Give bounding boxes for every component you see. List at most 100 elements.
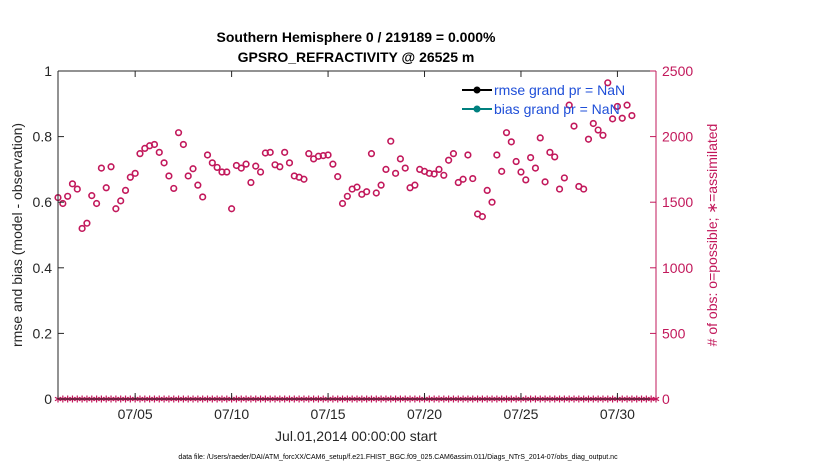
obs-possible-point <box>338 199 347 208</box>
obs-possible-point <box>343 192 351 200</box>
obs-possible-point <box>372 189 380 197</box>
data-file-footer: data file: /Users/raeder/DAI/ATM_forcXX/… <box>178 454 618 461</box>
chart-subtitle: GPSRO_REFRACTIVITY @ 26525 m <box>238 49 475 65</box>
obs-possible-point <box>121 186 130 194</box>
plot-background <box>58 71 656 399</box>
obs-possible-point <box>112 205 120 213</box>
obs-possible-point <box>493 151 501 159</box>
obs-possible-point <box>102 184 110 192</box>
obs-possible-point <box>396 155 405 163</box>
obs-possible-point <box>150 140 159 149</box>
obs-possible-point <box>305 150 313 158</box>
obs-possible-point <box>391 169 400 177</box>
x-axis-label: Jul.01,2014 00:00:00 start <box>275 428 437 444</box>
x-tick-label: 07/25 <box>503 406 538 422</box>
obs-possible-point <box>449 150 458 158</box>
legend-bias-marker <box>473 105 481 113</box>
obs-possible-point <box>174 129 183 137</box>
obs-possible-point <box>527 153 535 162</box>
obs-possible-point <box>618 114 626 122</box>
obs-possible-point <box>189 165 197 173</box>
obs-possible-point <box>194 181 202 189</box>
obs-possible-point <box>353 183 361 191</box>
obs-possible-point <box>488 198 496 206</box>
obs-possible-point <box>536 134 544 142</box>
obs-possible-point <box>517 168 525 176</box>
obs-possible-point <box>170 184 178 193</box>
obs-possible-point <box>213 163 221 172</box>
obs-possible-point <box>580 185 588 193</box>
x-tick-label: 07/10 <box>214 406 249 422</box>
obs-possible-point <box>628 112 636 120</box>
obs-possible-point <box>367 150 376 158</box>
obs-possible-point <box>604 79 612 87</box>
obs-possible-point <box>565 101 573 109</box>
y2-tick-label: 500 <box>662 325 686 341</box>
obs-possible-point <box>589 119 597 128</box>
obs-possible-point <box>73 185 81 193</box>
obs-possible-point <box>440 171 448 179</box>
obs-possible-point <box>445 156 453 164</box>
obs-possible-point <box>387 137 395 145</box>
obs-possible-point <box>555 185 564 193</box>
obs-possible-point <box>401 164 409 172</box>
obs-possible-point <box>594 126 602 134</box>
obs-possible-point <box>184 172 192 180</box>
obs-possible-point <box>570 122 578 130</box>
obs-possible-point <box>411 181 419 189</box>
chart-title: Southern Hemisphere 0 / 219189 = 0.000% <box>217 29 497 45</box>
y2-tick-label: 0 <box>662 391 670 407</box>
obs-possible-point <box>228 205 236 213</box>
obs-possible-point <box>478 213 486 221</box>
obs-possible-point <box>208 159 216 167</box>
obs-possible-point <box>435 165 443 173</box>
obs-possible-point <box>377 181 385 189</box>
obs-possible-point <box>324 151 332 159</box>
obs-possible-point <box>382 165 390 173</box>
obs-possible-point <box>131 169 139 177</box>
obs-possible-point <box>136 150 144 158</box>
obs-possible-point <box>512 157 520 166</box>
obs-possible-point <box>199 193 207 201</box>
obs-possible-point <box>546 148 554 156</box>
y-tick-label: 1 <box>44 63 52 79</box>
obs-possible-point <box>88 192 96 200</box>
obs-possible-point <box>613 102 622 111</box>
y-tick-label: 0.4 <box>33 260 53 276</box>
plot-area <box>58 71 656 399</box>
x-tick-label: 07/30 <box>600 406 635 422</box>
obs-possible-point <box>107 163 115 171</box>
obs-possible-point <box>179 140 187 149</box>
obs-possible-point <box>165 172 173 180</box>
obs-possible-point <box>281 148 289 156</box>
obs-possible-point <box>276 163 284 171</box>
y-tick-label: 0.6 <box>33 194 53 210</box>
y2-tick-label: 1000 <box>662 260 693 276</box>
obs-possible-point <box>464 151 472 159</box>
obs-possible-point <box>498 167 506 175</box>
y-tick-label: 0.2 <box>33 325 53 341</box>
obs-possible-point <box>256 168 265 176</box>
obs-possible-point <box>247 178 255 187</box>
obs-possible-point <box>155 148 163 156</box>
y-tick-label: 0.8 <box>33 129 53 145</box>
obs-possible-point <box>541 178 549 186</box>
y-axis-label: rmse and bias (model - observation) <box>9 123 25 347</box>
obs-possible-point <box>507 138 515 146</box>
obs-possible-point <box>78 224 86 233</box>
obs-possible-point <box>623 101 631 109</box>
x-tick-label: 07/15 <box>311 406 346 422</box>
obs-possible-point <box>59 199 67 208</box>
y2-axis-label: # of obs: o=possible; ∗=assimilated <box>704 124 720 347</box>
y2-tick-label: 2500 <box>662 63 693 79</box>
obs-possible-point <box>599 131 607 139</box>
obs-possible-point <box>126 173 134 181</box>
obs-possible-point <box>560 174 568 182</box>
obs-possible-point <box>242 160 250 168</box>
obs-possible-point <box>237 164 245 172</box>
obs-possible-point <box>97 164 106 172</box>
y2-tick-label: 2000 <box>662 129 693 145</box>
obs-possible-point <box>160 159 168 167</box>
obs-possible-point <box>454 178 462 187</box>
obs-possible-point <box>551 153 559 161</box>
